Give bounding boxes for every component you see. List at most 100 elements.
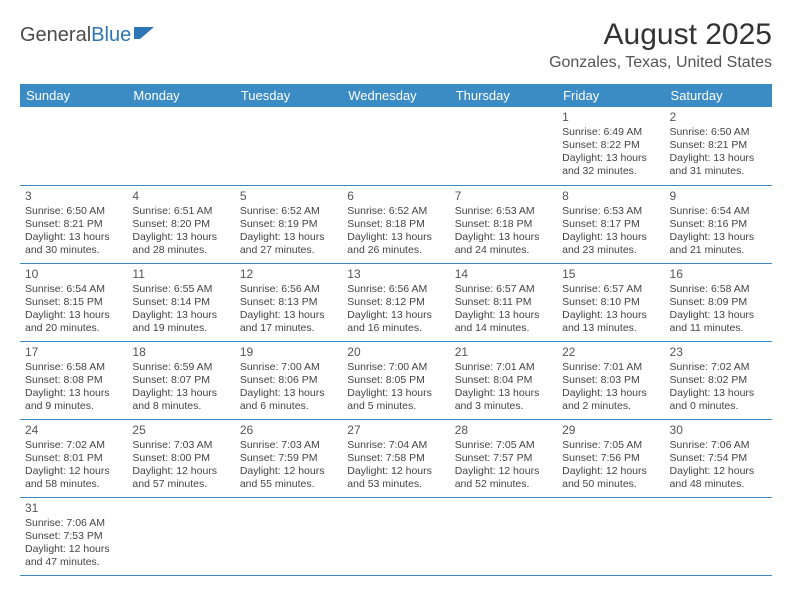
calendar-cell: 3Sunrise: 6:50 AMSunset: 8:21 PMDaylight… [20, 185, 127, 263]
calendar-cell: 9Sunrise: 6:54 AMSunset: 8:16 PMDaylight… [665, 185, 772, 263]
title-block: August 2025 Gonzales, Texas, United Stat… [549, 18, 772, 72]
daylight-line: Daylight: 13 hours and 19 minutes. [132, 309, 229, 335]
sunrise-line: Sunrise: 7:04 AM [347, 439, 444, 452]
sunset-line: Sunset: 8:19 PM [240, 218, 337, 231]
day-number: 27 [347, 423, 444, 438]
sunset-line: Sunset: 8:03 PM [562, 374, 659, 387]
calendar-row: 1Sunrise: 6:49 AMSunset: 8:22 PMDaylight… [20, 107, 772, 185]
day-info: Sunrise: 7:03 AMSunset: 8:00 PMDaylight:… [132, 439, 229, 492]
day-info: Sunrise: 6:51 AMSunset: 8:20 PMDaylight:… [132, 205, 229, 258]
calendar-cell: 29Sunrise: 7:05 AMSunset: 7:56 PMDayligh… [557, 419, 664, 497]
calendar-body: 1Sunrise: 6:49 AMSunset: 8:22 PMDaylight… [20, 107, 772, 575]
sunset-line: Sunset: 8:04 PM [455, 374, 552, 387]
calendar-cell: 8Sunrise: 6:53 AMSunset: 8:17 PMDaylight… [557, 185, 664, 263]
logo-text-general: General [20, 24, 91, 47]
calendar-cell: 6Sunrise: 6:52 AMSunset: 8:18 PMDaylight… [342, 185, 449, 263]
sunrise-line: Sunrise: 6:56 AM [240, 283, 337, 296]
calendar-cell-empty [127, 107, 234, 185]
calendar-cell: 30Sunrise: 7:06 AMSunset: 7:54 PMDayligh… [665, 419, 772, 497]
calendar-cell-empty [450, 107, 557, 185]
sunrise-line: Sunrise: 6:50 AM [670, 126, 767, 139]
daylight-line: Daylight: 13 hours and 23 minutes. [562, 231, 659, 257]
day-info: Sunrise: 7:00 AMSunset: 8:06 PMDaylight:… [240, 361, 337, 414]
sunset-line: Sunset: 8:21 PM [25, 218, 122, 231]
daylight-line: Daylight: 12 hours and 57 minutes. [132, 465, 229, 491]
sunrise-line: Sunrise: 6:57 AM [455, 283, 552, 296]
day-info: Sunrise: 7:06 AMSunset: 7:54 PMDaylight:… [670, 439, 767, 492]
sunrise-line: Sunrise: 6:54 AM [670, 205, 767, 218]
day-number: 3 [25, 189, 122, 204]
daylight-line: Daylight: 13 hours and 31 minutes. [670, 152, 767, 178]
sunrise-line: Sunrise: 6:50 AM [25, 205, 122, 218]
day-info: Sunrise: 6:53 AMSunset: 8:17 PMDaylight:… [562, 205, 659, 258]
sunrise-line: Sunrise: 7:00 AM [347, 361, 444, 374]
daylight-line: Daylight: 12 hours and 47 minutes. [25, 543, 122, 569]
day-number: 1 [562, 110, 659, 125]
calendar-head: SundayMondayTuesdayWednesdayThursdayFrid… [20, 84, 772, 107]
sunrise-line: Sunrise: 6:57 AM [562, 283, 659, 296]
day-info: Sunrise: 7:05 AMSunset: 7:56 PMDaylight:… [562, 439, 659, 492]
calendar-cell: 27Sunrise: 7:04 AMSunset: 7:58 PMDayligh… [342, 419, 449, 497]
daylight-line: Daylight: 13 hours and 9 minutes. [25, 387, 122, 413]
day-info: Sunrise: 6:58 AMSunset: 8:09 PMDaylight:… [670, 283, 767, 336]
day-info: Sunrise: 7:00 AMSunset: 8:05 PMDaylight:… [347, 361, 444, 414]
sunset-line: Sunset: 8:08 PM [25, 374, 122, 387]
sunset-line: Sunset: 8:17 PM [562, 218, 659, 231]
day-number: 6 [347, 189, 444, 204]
day-info: Sunrise: 6:52 AMSunset: 8:19 PMDaylight:… [240, 205, 337, 258]
sunset-line: Sunset: 7:58 PM [347, 452, 444, 465]
daylight-line: Daylight: 12 hours and 52 minutes. [455, 465, 552, 491]
day-number: 18 [132, 345, 229, 360]
sunset-line: Sunset: 8:02 PM [670, 374, 767, 387]
daylight-line: Daylight: 13 hours and 6 minutes. [240, 387, 337, 413]
day-number: 21 [455, 345, 552, 360]
calendar-cell: 20Sunrise: 7:00 AMSunset: 8:05 PMDayligh… [342, 341, 449, 419]
daylight-line: Daylight: 13 hours and 13 minutes. [562, 309, 659, 335]
day-number: 20 [347, 345, 444, 360]
day-number: 15 [562, 267, 659, 282]
day-number: 28 [455, 423, 552, 438]
day-info: Sunrise: 7:04 AMSunset: 7:58 PMDaylight:… [347, 439, 444, 492]
sunset-line: Sunset: 8:10 PM [562, 296, 659, 309]
sunset-line: Sunset: 8:11 PM [455, 296, 552, 309]
calendar-row: 10Sunrise: 6:54 AMSunset: 8:15 PMDayligh… [20, 263, 772, 341]
sunrise-line: Sunrise: 6:53 AM [455, 205, 552, 218]
day-header: Wednesday [342, 84, 449, 107]
sunrise-line: Sunrise: 6:49 AM [562, 126, 659, 139]
daylight-line: Daylight: 13 hours and 27 minutes. [240, 231, 337, 257]
sunrise-line: Sunrise: 6:52 AM [347, 205, 444, 218]
calendar-cell: 5Sunrise: 6:52 AMSunset: 8:19 PMDaylight… [235, 185, 342, 263]
sunset-line: Sunset: 8:06 PM [240, 374, 337, 387]
calendar-cell: 16Sunrise: 6:58 AMSunset: 8:09 PMDayligh… [665, 263, 772, 341]
day-number: 26 [240, 423, 337, 438]
sunrise-line: Sunrise: 6:51 AM [132, 205, 229, 218]
calendar-cell-empty [20, 107, 127, 185]
day-number: 7 [455, 189, 552, 204]
flag-icon [134, 24, 156, 47]
calendar-cell: 28Sunrise: 7:05 AMSunset: 7:57 PMDayligh… [450, 419, 557, 497]
day-number: 14 [455, 267, 552, 282]
logo-text-blue: Blue [91, 24, 131, 47]
day-info: Sunrise: 6:52 AMSunset: 8:18 PMDaylight:… [347, 205, 444, 258]
calendar-cell: 12Sunrise: 6:56 AMSunset: 8:13 PMDayligh… [235, 263, 342, 341]
sunrise-line: Sunrise: 7:03 AM [240, 439, 337, 452]
daylight-line: Daylight: 13 hours and 0 minutes. [670, 387, 767, 413]
daylight-line: Daylight: 13 hours and 14 minutes. [455, 309, 552, 335]
daylight-line: Daylight: 13 hours and 24 minutes. [455, 231, 552, 257]
sunrise-line: Sunrise: 6:58 AM [670, 283, 767, 296]
calendar-cell: 19Sunrise: 7:00 AMSunset: 8:06 PMDayligh… [235, 341, 342, 419]
header: GeneralBlue August 2025 Gonzales, Texas,… [20, 18, 772, 72]
daylight-line: Daylight: 13 hours and 21 minutes. [670, 231, 767, 257]
day-header: Monday [127, 84, 234, 107]
calendar-row: 17Sunrise: 6:58 AMSunset: 8:08 PMDayligh… [20, 341, 772, 419]
daylight-line: Daylight: 12 hours and 53 minutes. [347, 465, 444, 491]
sunrise-line: Sunrise: 6:55 AM [132, 283, 229, 296]
day-number: 24 [25, 423, 122, 438]
calendar-cell: 13Sunrise: 6:56 AMSunset: 8:12 PMDayligh… [342, 263, 449, 341]
calendar-cell-empty [557, 497, 664, 575]
day-number: 12 [240, 267, 337, 282]
daylight-line: Daylight: 12 hours and 50 minutes. [562, 465, 659, 491]
calendar-cell-empty [450, 497, 557, 575]
day-header: Saturday [665, 84, 772, 107]
day-info: Sunrise: 6:54 AMSunset: 8:15 PMDaylight:… [25, 283, 122, 336]
